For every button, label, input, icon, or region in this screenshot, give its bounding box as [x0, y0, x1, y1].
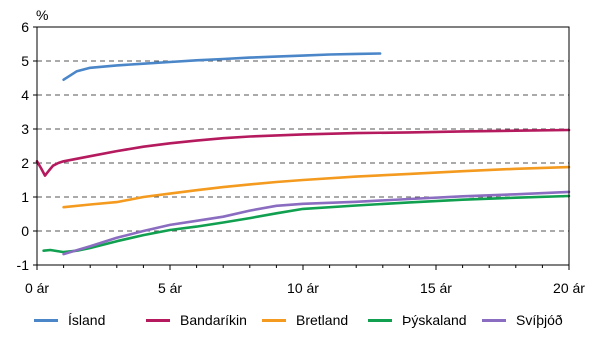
- x-tick-label: 5 ár: [158, 280, 182, 296]
- legend-swatch: [368, 318, 392, 322]
- series-line: [62, 190, 571, 256]
- legend-item: Þýskaland: [368, 312, 467, 328]
- x-axis-ticks: 0 ár 5 ár 10 ár 15 ár 20 ár: [25, 265, 585, 296]
- x-tick-label: 15 ár: [420, 280, 452, 296]
- plot-frame: [36, 26, 570, 266]
- legend-label: Ísland: [68, 312, 106, 328]
- y-tick-label: 4: [21, 87, 29, 103]
- y-tick-label: 1: [21, 189, 29, 205]
- legend-swatch: [482, 318, 506, 322]
- legend-swatch: [34, 318, 58, 322]
- x-tick-label: 0 ár: [25, 280, 49, 296]
- legend-item: Svíþjóð: [482, 312, 563, 328]
- series-line: [35, 128, 571, 177]
- legend-item: Bretland: [262, 312, 348, 328]
- x-tick-label: 20 ár: [553, 280, 585, 296]
- legend-label: Bretland: [296, 312, 349, 328]
- y-tick-label: 2: [21, 155, 29, 171]
- unit-label: %: [36, 7, 48, 23]
- series-line: [62, 165, 571, 209]
- y-tick-label: 0: [21, 223, 29, 239]
- legend-swatch: [262, 318, 286, 322]
- y-tick-label: 5: [21, 53, 29, 69]
- legend-label: Þýskaland: [402, 312, 467, 328]
- legend-swatch: [146, 318, 170, 322]
- y-tick-label: 6: [21, 19, 29, 35]
- legend-item: Ísland: [34, 312, 105, 328]
- legend-label: Svíþjóð: [516, 312, 563, 328]
- y-tick-label: 3: [21, 121, 29, 137]
- line-chart: % -1 0 1 2 3 4 5 6 0 ár 5 ár 10 ár 15 ár 20 ár: [17, 7, 586, 296]
- series-line: [62, 52, 382, 81]
- y-axis-ticks: -1 0 1 2 3 4 5 6: [17, 19, 37, 273]
- x-tick-label: 10 ár: [287, 280, 319, 296]
- series-lines: [35, 52, 571, 256]
- legend-label: Bandaríkin: [180, 312, 247, 328]
- legend-item: Bandaríkin: [146, 312, 247, 328]
- gridlines: [37, 60, 569, 232]
- legend: Ísland Bandaríkin Bretland Þýskaland Svíþjóð: [0, 312, 593, 336]
- y-tick-label: -1: [17, 257, 30, 273]
